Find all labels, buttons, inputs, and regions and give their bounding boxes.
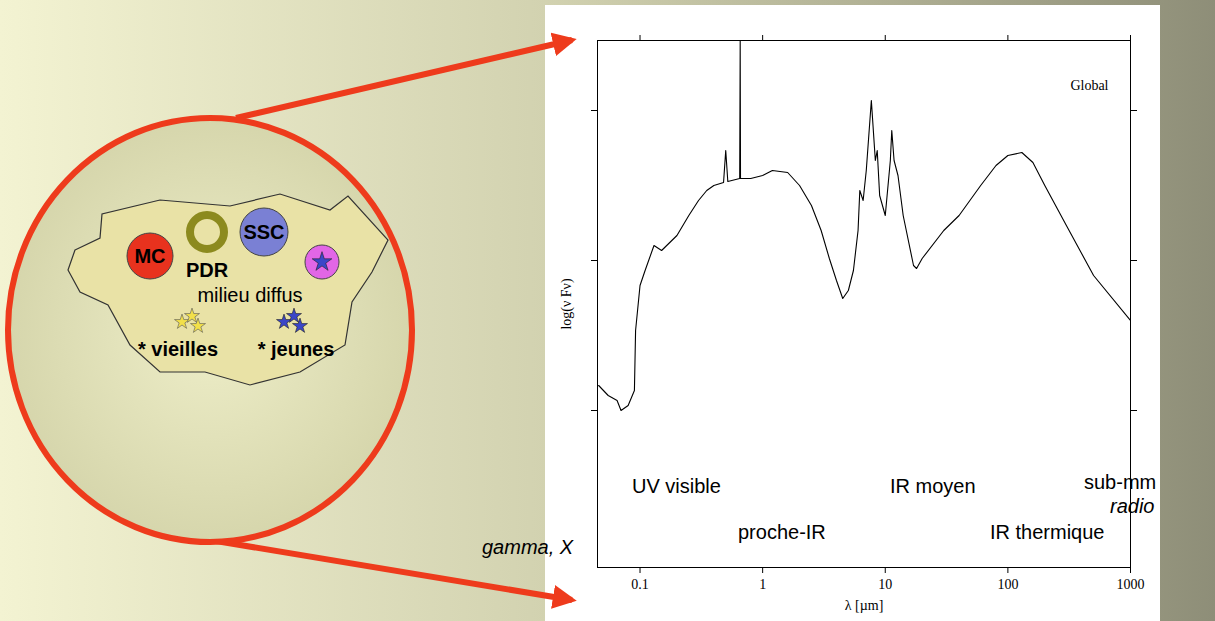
- svg-text:milieu diffus: milieu diffus: [197, 284, 302, 306]
- svg-text:0.1: 0.1: [631, 577, 649, 592]
- svg-text:Global: Global: [1070, 78, 1108, 93]
- html-text:radio: radio: [1110, 495, 1155, 517]
- svg-text:λ [µm]: λ [µm]: [845, 598, 884, 613]
- html-text:sub-mm: sub-mm: [1084, 471, 1157, 493]
- svg-text:100: 100: [997, 577, 1018, 592]
- html-text:IR moyen: IR moyen: [890, 475, 976, 497]
- html-text:UV visible: UV visible: [632, 475, 721, 497]
- svg-text:MC: MC: [134, 245, 165, 267]
- svg-text:1000: 1000: [1117, 577, 1145, 592]
- svg-text:* jeunes: * jeunes: [258, 338, 335, 360]
- svg-text:log(ν Fν): log(ν Fν): [559, 278, 575, 329]
- svg-text:1: 1: [759, 577, 766, 592]
- html-text:IR thermique: IR thermique: [990, 521, 1105, 543]
- svg-text:PDR: PDR: [186, 259, 229, 281]
- svg-text:10: 10: [878, 577, 892, 592]
- html-text:proche-IR: proche-IR: [738, 521, 826, 543]
- svg-text:* vieilles: * vieilles: [138, 338, 218, 360]
- html-text:gamma, X: gamma, X: [482, 536, 574, 558]
- svg-text:SSC: SSC: [243, 221, 284, 243]
